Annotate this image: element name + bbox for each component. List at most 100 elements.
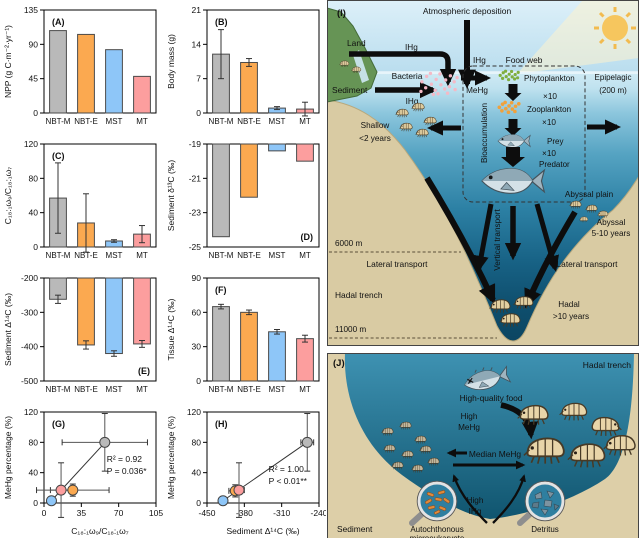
panel-j-label: (J) — [333, 358, 345, 369]
bar-MT — [296, 338, 314, 382]
panel-f-d14c-tissue-chart: 0 30 60 90 Tissue Δ¹⁴C (‰) NBT-M NBT-E MST MT (F) — [163, 269, 326, 403]
panel-label: (C) — [52, 151, 65, 161]
zooplankton-label: Zooplankton — [527, 105, 571, 114]
x-category-label: MT — [136, 117, 148, 126]
point-MT — [55, 484, 67, 496]
ihg-uptake-right-arrow — [492, 474, 526, 524]
annotation-line: R² = 1.00 — [269, 464, 304, 474]
x-tick-label: 70 — [114, 508, 124, 518]
panel-label: (D) — [301, 232, 314, 242]
bar-MST — [268, 143, 286, 152]
panel-b-bodymass-chart: 0 7 14 21 Body mass (g) NBT-M NBT-E MST MT (B) — [163, 1, 326, 135]
x-category-label: MST — [269, 251, 286, 260]
y-axis-label: MeHg percentage (%) — [166, 416, 176, 499]
bacteria-dots — [419, 71, 459, 97]
bar-NBT-M — [212, 306, 230, 382]
x-category-label: NBT-E — [237, 117, 261, 126]
x-category-label: NBT-M — [209, 385, 234, 394]
high-mehg-label-1: High — [461, 412, 478, 421]
y-axis-label: C₁₈:₁ω₉/C₁₈:₁ω₇ — [3, 167, 13, 225]
schematic-column: 6000 m 11000 m Hadal trench Lateral tran… — [326, 0, 639, 538]
epipelagic-label-1: Epipelagic — [595, 73, 632, 82]
autochthonous-label-1: Autochthonous — [410, 525, 463, 534]
annotation-line: P = 0.036* — [107, 466, 147, 476]
bar-MT — [296, 143, 314, 162]
x-category-label: MT — [136, 251, 148, 260]
bacteria-label: Bacteria — [392, 71, 423, 81]
ihg-atm-label: IHg — [473, 56, 486, 65]
y-tick-label: -500 — [21, 376, 38, 386]
x10-2-label: ×10 — [542, 118, 556, 127]
y-tick-label: 0 — [196, 498, 201, 508]
x-tick-label: 35 — [77, 508, 87, 518]
point-MST — [217, 495, 229, 507]
panel-e-d14c-sediment-chart: -200 -300 -400 -500 Sediment Δ¹⁴C (‰) NBT-M NB… — [0, 269, 163, 403]
hadal-label-2: >10 years — [553, 312, 589, 321]
y-axis-label: Sediment δ¹³C (‰) — [166, 160, 176, 231]
point-NBT-M — [99, 436, 111, 448]
x-category-label: MST — [269, 385, 286, 394]
x-category-label: NBT-M — [46, 117, 71, 126]
hadal-trench-label-j: Hadal trench — [583, 360, 631, 370]
bar-NBT-E — [77, 277, 95, 346]
x-tick-label: -310 — [273, 508, 290, 518]
point-NBT-M — [301, 436, 313, 448]
x-tick-label: 0 — [42, 508, 47, 518]
sun-icon — [594, 7, 636, 49]
y-tick-label: -25 — [189, 242, 202, 252]
bar-NBT-E — [77, 33, 95, 114]
left-diagonal-arrow — [473, 203, 494, 272]
vertical-transport-label: Vertical transport — [493, 209, 502, 271]
y-tick-label: 45 — [29, 74, 39, 84]
y-tick-label: 40 — [29, 468, 39, 478]
panel-i-label: (I) — [337, 8, 346, 19]
microeukaryote-magnifier — [409, 480, 458, 526]
y-tick-label: -21 — [189, 173, 202, 183]
mehg-label: MeHg — [466, 86, 488, 95]
y-tick-label: 21 — [192, 5, 202, 15]
lateral-transport-left-label: Lateral transport — [367, 259, 429, 269]
y-tick-label: 135 — [24, 5, 38, 15]
x-tick-label: -380 — [236, 508, 253, 518]
x-axis-label: C₁₈:₁ω₉/C₁₈:₁ω₇ — [71, 526, 129, 536]
x-axis-label: Sediment Δ¹⁴C (‰) — [226, 526, 299, 536]
y-tick-label: 0 — [33, 108, 38, 118]
x-category-label: NBT-M — [209, 251, 234, 260]
x-category-label: MST — [106, 251, 123, 260]
bar-MST — [105, 277, 123, 355]
high-quality-food-label: High-quality food — [460, 393, 523, 403]
panel-label: (E) — [138, 366, 150, 376]
epipelagic-label-2: (200 m) — [599, 86, 627, 95]
phytoplankton-label: Phytoplankton — [524, 74, 575, 83]
panel-label: (H) — [215, 419, 228, 429]
x-category-label: MT — [136, 385, 148, 394]
autochthonous-label-2: microeukaryote — [410, 534, 465, 538]
y-tick-label: 0 — [33, 498, 38, 508]
y-tick-label: -200 — [21, 273, 38, 283]
point-NBT-E — [67, 484, 79, 496]
y-tick-label: -400 — [21, 342, 38, 352]
y-tick-label: 40 — [192, 468, 202, 478]
ihg-uptake-left-arrow — [452, 474, 488, 524]
y-tick-label: 0 — [196, 108, 201, 118]
land-label: Land — [347, 38, 366, 48]
bar-MT — [133, 75, 151, 114]
y-tick-label: -23 — [189, 208, 202, 218]
bar-NBT-M — [212, 143, 230, 238]
x-category-label: NBT-E — [237, 385, 261, 394]
foodchain-arrow-3 — [501, 147, 525, 167]
panel-j-diagram: (J) Hadal trench High-quality food High … — [327, 353, 639, 538]
x-tick-label: -450 — [198, 508, 215, 518]
y-axis-label: Sediment Δ¹⁴C (‰) — [3, 293, 13, 366]
atmospheric-deposition-label: Atmospheric deposition — [423, 6, 512, 16]
x10-1-label: ×10 — [543, 92, 557, 101]
trench-water — [344, 353, 634, 519]
bar-NBT-E — [240, 143, 258, 198]
x-category-label: NBT-E — [74, 117, 98, 126]
median-mehg-label: Median MeHg — [469, 449, 521, 459]
x-category-label: NBT-E — [74, 385, 98, 394]
y-tick-label: 60 — [192, 307, 202, 317]
y-tick-label: 80 — [29, 173, 39, 183]
bar-NBT-E — [240, 61, 258, 114]
hadal-label-1: Hadal — [558, 300, 580, 309]
